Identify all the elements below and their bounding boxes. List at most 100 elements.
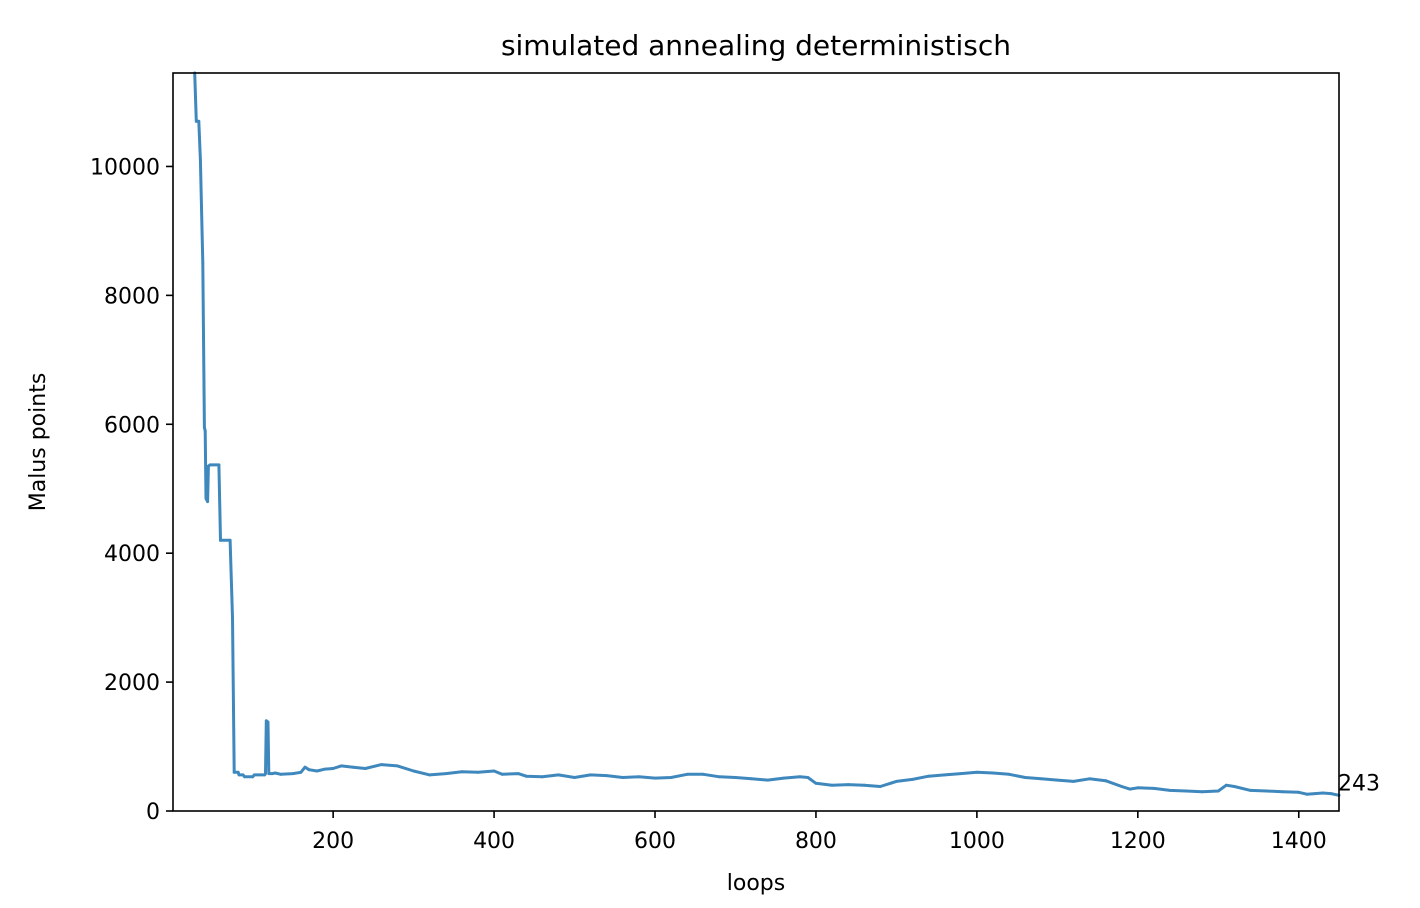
x-axis: 200 400 600 800 1000 1200 1400	[312, 811, 1327, 854]
data-point	[1313, 792, 1317, 795]
data-point	[1249, 789, 1252, 792]
data-point	[862, 783, 866, 787]
data-point	[206, 500, 210, 503]
data-point	[846, 783, 850, 786]
data-point	[1329, 792, 1333, 795]
data-point	[331, 767, 335, 770]
data-point	[1216, 789, 1220, 793]
data-point	[299, 770, 303, 774]
data-point	[975, 770, 979, 774]
y-tick-label: 2000	[104, 671, 160, 696]
data-point	[351, 765, 355, 769]
data-point	[1072, 780, 1075, 783]
data-point	[1168, 789, 1172, 792]
data-point	[236, 770, 240, 774]
data-point	[1281, 790, 1285, 794]
data-point	[323, 767, 327, 771]
data-point	[589, 773, 592, 777]
data-point	[1305, 792, 1309, 796]
data-point	[685, 772, 689, 776]
data-point	[782, 776, 786, 780]
data-point	[243, 775, 247, 779]
x-tick-label: 1000	[949, 829, 1005, 854]
data-point	[1088, 777, 1091, 781]
data-point	[1265, 789, 1268, 793]
y-tick-label: 4000	[104, 542, 160, 567]
data-point	[1184, 789, 1188, 793]
y-tick-label: 0	[146, 800, 160, 825]
data-point	[943, 773, 947, 777]
data-point	[500, 772, 504, 776]
x-tick-label: 600	[634, 829, 676, 854]
x-tick-label: 1400	[1271, 829, 1327, 854]
data-point	[621, 776, 625, 779]
y-tick-label: 8000	[104, 284, 160, 309]
data-point	[734, 776, 737, 779]
data-point	[444, 772, 448, 775]
data-point	[460, 770, 464, 774]
y-tick-label: 10000	[90, 155, 160, 180]
data-point	[266, 720, 270, 724]
data-point	[232, 770, 236, 774]
data-point	[231, 616, 234, 619]
data-point	[991, 771, 995, 775]
y-axis-label: Malus points	[26, 373, 51, 512]
data-point	[204, 497, 208, 500]
x-axis-label: loops	[727, 871, 785, 896]
data-point	[895, 780, 898, 783]
data-point	[1233, 785, 1236, 788]
data-point	[396, 764, 399, 768]
data-point	[199, 158, 202, 162]
data-point	[637, 775, 641, 779]
data-point	[267, 772, 271, 775]
data-point	[1120, 785, 1124, 788]
data-point	[1128, 787, 1132, 791]
data-point	[264, 772, 267, 775]
data-point	[653, 776, 657, 780]
data-point	[1104, 779, 1107, 783]
data-point	[228, 538, 232, 542]
data-point	[1224, 783, 1228, 787]
data-point	[1039, 777, 1043, 781]
data-point	[219, 538, 222, 542]
data-point	[252, 773, 256, 777]
data-point	[271, 772, 275, 775]
data-point	[492, 769, 496, 773]
data-point	[380, 763, 383, 766]
data-point	[201, 261, 205, 265]
data-point	[315, 769, 319, 773]
data-point	[194, 119, 198, 123]
data-point	[814, 781, 818, 785]
data-point	[1136, 786, 1140, 790]
data-point	[273, 771, 277, 775]
x-tick-label: 400	[473, 829, 515, 854]
data-point	[524, 774, 528, 778]
x-tick-label: 200	[312, 829, 354, 854]
data-point	[516, 772, 520, 775]
data-point	[339, 764, 343, 768]
data-point	[476, 770, 480, 774]
data-point	[203, 426, 206, 429]
data-point	[573, 776, 576, 779]
data-point	[363, 767, 367, 770]
data-point	[718, 775, 721, 779]
data-point	[303, 765, 307, 769]
data-point	[412, 769, 415, 773]
data-point	[605, 774, 609, 777]
data-point	[1056, 778, 1059, 782]
data-point	[217, 463, 221, 467]
final-value-annotation: 243	[1338, 771, 1380, 796]
data-point	[766, 778, 770, 782]
data-point	[927, 774, 930, 778]
data-point	[830, 783, 834, 787]
data-point	[251, 775, 255, 779]
data-point	[1023, 776, 1027, 779]
data-point	[806, 776, 810, 779]
data-point	[1152, 787, 1156, 790]
data-point	[959, 772, 963, 775]
data-point	[307, 768, 311, 772]
data-point	[291, 772, 295, 775]
chart-title: simulated annealing deterministisch	[501, 29, 1011, 62]
